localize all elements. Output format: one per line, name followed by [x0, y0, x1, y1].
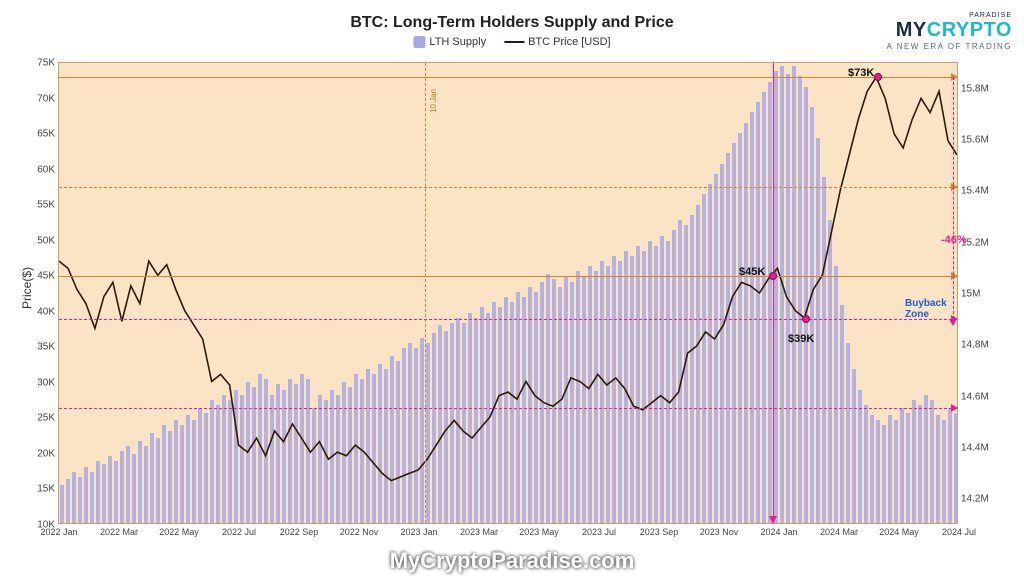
- ytick-left: 65K: [37, 129, 59, 140]
- ytick-right: 14.2M: [957, 494, 989, 505]
- price-annotation: $39K: [788, 333, 814, 345]
- chart-legend: LTH Supply BTC Price [USD]: [413, 36, 610, 48]
- ytick-right: 15M: [957, 289, 980, 300]
- logo-main: MYCRYPTO: [887, 19, 1012, 42]
- ytick-left: 50K: [37, 235, 59, 246]
- xtick: 2022 Mar: [100, 523, 138, 537]
- legend-item-price: BTC Price [USD]: [504, 36, 611, 48]
- logo-top: PARADISE: [887, 12, 1012, 19]
- xtick: 2024 May: [879, 523, 919, 537]
- ytick-left: 15K: [37, 484, 59, 495]
- hline-arrow: [951, 404, 958, 412]
- ytick-right: 15.6M: [957, 135, 989, 146]
- legend-item-lth: LTH Supply: [413, 36, 486, 48]
- pct-bracket-arrow: [949, 319, 957, 326]
- ytick-left: 20K: [37, 448, 59, 459]
- price-swatch: [504, 41, 524, 43]
- hline: [59, 408, 957, 409]
- hline: [59, 319, 957, 320]
- vline-label: 10 Jan: [429, 89, 438, 113]
- ytick-right: 14.4M: [957, 443, 989, 454]
- xtick: 2024 Mar: [820, 523, 858, 537]
- ytick-right: 15.4M: [957, 186, 989, 197]
- buyback-zone-label: Buyback Zone: [905, 298, 957, 320]
- ytick-left: 35K: [37, 342, 59, 353]
- ytick-left: 30K: [37, 377, 59, 388]
- price-marker: [874, 73, 882, 81]
- chart-title: BTC: Long-Term Holders Supply and Price: [350, 14, 673, 32]
- ytick-left: 55K: [37, 200, 59, 211]
- xtick: 2022 Sep: [280, 523, 319, 537]
- logo-crypto: CRYPTO: [927, 19, 1012, 41]
- price-marker: [802, 315, 810, 323]
- ytick-right: 14.8M: [957, 340, 989, 351]
- ytick-left: 70K: [37, 93, 59, 104]
- xtick: 2023 Nov: [700, 523, 739, 537]
- ytick-right: 15.8M: [957, 83, 989, 94]
- xtick: 2023 Sep: [640, 523, 679, 537]
- price-marker: [769, 272, 777, 280]
- xtick: 2022 Nov: [340, 523, 379, 537]
- ytick-left: 40K: [37, 306, 59, 317]
- ytick-left: 75K: [37, 58, 59, 69]
- logo-my: MY: [896, 19, 927, 41]
- legend-price-label: BTC Price [USD]: [528, 36, 611, 48]
- lth-swatch: [413, 36, 425, 48]
- xtick: 2023 Jul: [582, 523, 616, 537]
- xtick: 2022 May: [159, 523, 199, 537]
- xtick: 2022 Jan: [40, 523, 77, 537]
- ytick-left: 60K: [37, 164, 59, 175]
- xtick: 2023 May: [519, 523, 559, 537]
- price-annotation: $73K: [848, 67, 874, 79]
- y-axis-left-label: Price($): [20, 267, 34, 309]
- vline-arrow: [769, 516, 777, 524]
- xtick: 2024 Jul: [942, 523, 976, 537]
- vline: [425, 63, 426, 523]
- hline: [59, 276, 957, 277]
- watermark: MyCryptoParadise.com: [390, 548, 635, 574]
- xtick: 2023 Mar: [460, 523, 498, 537]
- ytick-right: 14.6M: [957, 391, 989, 402]
- plot-area: 10K15K20K25K30K35K40K45K50K55K60K65K70K7…: [58, 62, 958, 524]
- brand-logo: PARADISE MYCRYPTO A NEW ERA OF TRADING: [887, 12, 1012, 51]
- xtick: 2024 Jan: [760, 523, 797, 537]
- chart-container: BTC: Long-Term Holders Supply and Price …: [0, 0, 1024, 576]
- pct-bracket: [953, 77, 954, 319]
- vline: [773, 63, 774, 523]
- hline: [59, 77, 957, 78]
- price-annotation: $45K: [739, 266, 765, 278]
- xtick: 2023 Jan: [400, 523, 437, 537]
- price-line-layer: [59, 63, 957, 523]
- ytick-left: 25K: [37, 413, 59, 424]
- ytick-left: 45K: [37, 271, 59, 282]
- logo-sub: A NEW ERA OF TRADING: [887, 42, 1012, 51]
- hline: [59, 187, 957, 188]
- legend-lth-label: LTH Supply: [429, 36, 486, 48]
- xtick: 2022 Jul: [222, 523, 256, 537]
- chart-header: BTC: Long-Term Holders Supply and Price …: [0, 6, 1024, 66]
- btc-price-line: [59, 77, 957, 480]
